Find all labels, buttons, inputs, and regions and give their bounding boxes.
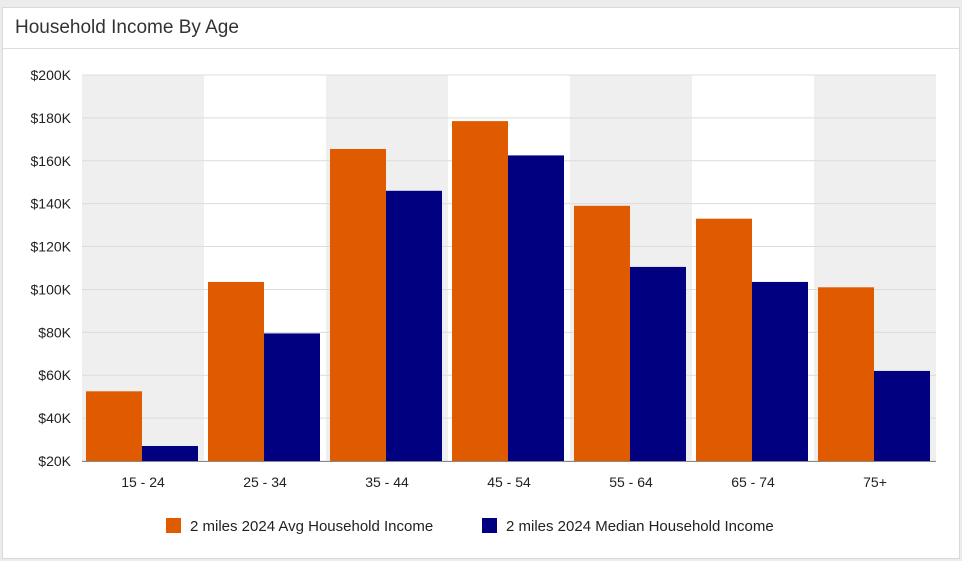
legend-swatch	[482, 518, 497, 533]
y-tick-label: $120K	[31, 239, 72, 255]
y-tick-label: $200K	[31, 67, 72, 83]
y-tick-label: $100K	[31, 281, 72, 297]
bar-avg-income	[208, 281, 264, 461]
y-tick-label: $80K	[38, 324, 71, 340]
bar-avg-income	[818, 287, 874, 461]
bar-median-income	[752, 281, 808, 461]
legend-swatch	[166, 518, 181, 533]
bar-avg-income	[696, 218, 752, 461]
bar-median-income	[386, 190, 442, 462]
bar-avg-income	[330, 148, 386, 461]
y-tick-label: $140K	[31, 196, 72, 212]
legend-label: 2 miles 2024 Avg Household Income	[190, 518, 433, 535]
x-tick-label: 65 - 74	[731, 474, 775, 490]
x-tick-label: 25 - 34	[243, 474, 287, 490]
x-tick-label: 55 - 64	[609, 474, 653, 490]
x-tick-label: 35 - 44	[365, 474, 409, 490]
legend-label: 2 miles 2024 Median Household Income	[506, 518, 774, 535]
bar-avg-income	[86, 391, 142, 461]
bar-median-income	[264, 333, 320, 461]
panel-title: Household Income By Age	[15, 17, 239, 38]
y-tick-label: $160K	[31, 153, 72, 169]
y-tick-label: $60K	[38, 367, 71, 383]
x-tick-label: 15 - 24	[121, 474, 165, 490]
bar-avg-income	[574, 205, 630, 461]
y-tick-label: $180K	[31, 110, 72, 126]
bar-median-income	[508, 155, 564, 461]
y-tick-label: $20K	[38, 453, 71, 469]
bar-median-income	[142, 445, 198, 461]
y-tick-label: $40K	[38, 410, 71, 426]
panel-header: Household Income By Age	[3, 8, 959, 49]
bar-avg-income	[452, 121, 508, 461]
x-tick-label: 45 - 54	[487, 474, 531, 490]
bar-median-income	[630, 266, 686, 461]
x-tick-label: 75+	[863, 474, 887, 490]
bar-median-income	[874, 370, 930, 461]
